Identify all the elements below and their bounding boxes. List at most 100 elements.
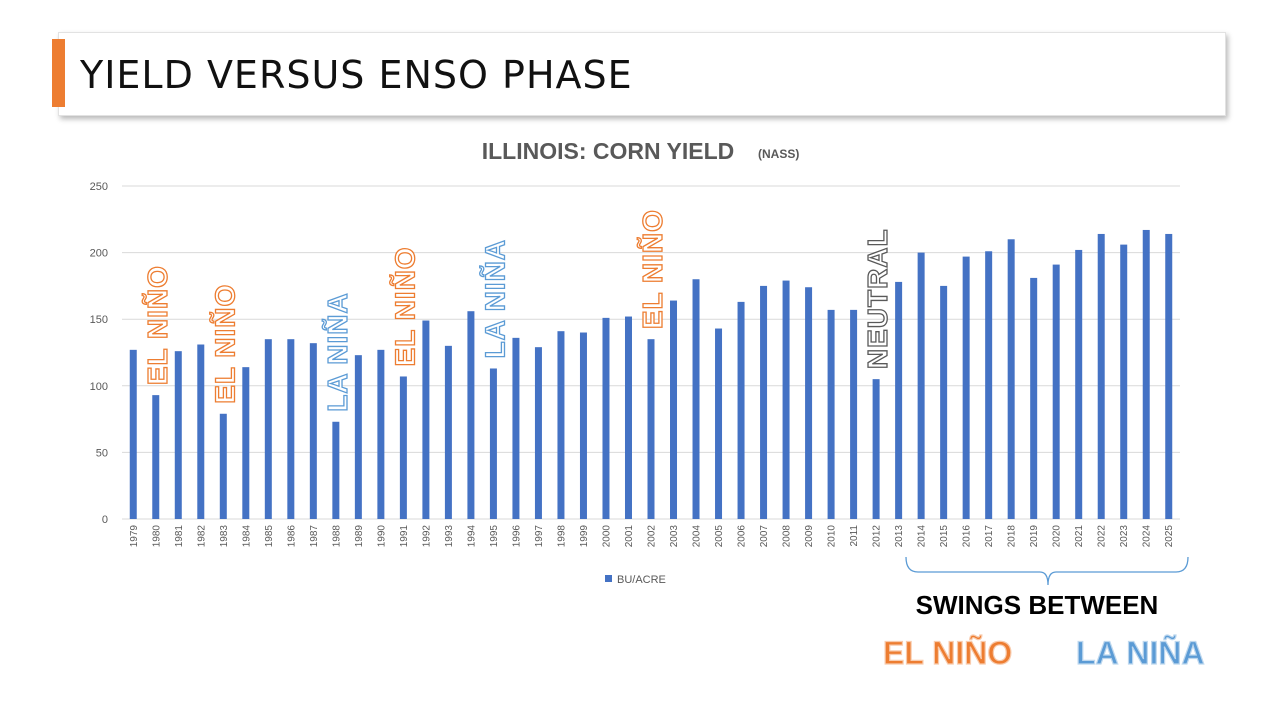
bar-2005 xyxy=(715,328,723,519)
x-tick-label: 1992 xyxy=(421,525,432,548)
x-tick-label: 2016 xyxy=(962,525,973,548)
x-tick-label: 2017 xyxy=(984,525,995,548)
legend-swatch xyxy=(605,575,612,582)
bar-2023 xyxy=(1120,244,1128,519)
bar-2006 xyxy=(737,301,745,519)
bar-2010 xyxy=(827,309,835,519)
x-tick-label: 1999 xyxy=(579,525,590,548)
x-tick-label: 2007 xyxy=(759,525,770,548)
y-tick-label: 100 xyxy=(90,381,108,393)
bar-1998 xyxy=(557,331,565,519)
x-tick-label: 2011 xyxy=(849,525,860,547)
x-tick-label: 2018 xyxy=(1007,525,1018,548)
x-tick-label: 1991 xyxy=(399,525,410,548)
bar-2013 xyxy=(895,281,903,519)
bar-2022 xyxy=(1097,233,1105,519)
bar-2011 xyxy=(850,309,858,519)
bar-2001 xyxy=(624,316,632,519)
bar-1988 xyxy=(332,421,340,519)
x-tick-label: 1981 xyxy=(174,525,185,548)
annotation-el-nino: EL NIÑO xyxy=(142,265,173,385)
bar-2007 xyxy=(760,285,768,519)
bar-1991 xyxy=(399,376,407,519)
bar-1986 xyxy=(287,339,295,519)
bar-2002 xyxy=(647,339,655,519)
slide-title: YIELD VERSUS ENSO PHASE xyxy=(80,53,633,97)
bar-1995 xyxy=(489,368,497,519)
bar-1979 xyxy=(129,349,137,519)
x-tick-label: 1997 xyxy=(534,525,545,548)
x-tick-label: 1984 xyxy=(241,525,252,548)
y-axis-ticks: 0 50 100 150 200 250 xyxy=(90,181,108,526)
y-tick-label: 250 xyxy=(90,181,108,193)
bar-2018 xyxy=(1007,239,1015,519)
bar-2000 xyxy=(602,317,610,519)
x-tick-label: 2005 xyxy=(714,525,725,548)
x-tick-label: 1993 xyxy=(444,525,455,548)
annotation-la-nina: LA NIÑA xyxy=(479,239,510,359)
enso-annotations: EL NIÑO EL NIÑO LA NIÑA EL NIÑO LA NIÑA EL NI… xyxy=(141,208,894,412)
y-tick-label: 0 xyxy=(102,514,108,526)
x-tick-label: 2021 xyxy=(1074,525,1085,548)
x-tick-label: 2024 xyxy=(1142,525,1153,548)
bar-1984 xyxy=(242,367,250,519)
y-tick-label: 200 xyxy=(90,248,108,260)
bar-2017 xyxy=(985,251,993,519)
annotation-el-nino: EL NIÑO xyxy=(209,284,240,404)
x-tick-label: 2004 xyxy=(692,525,703,548)
x-tick-label: 1985 xyxy=(264,525,275,548)
annotation-neutral: NEUTRAL xyxy=(862,228,893,369)
bar-1989 xyxy=(354,355,362,519)
chart-title: ILLINOIS: CORN YIELD xyxy=(482,138,735,164)
x-tick-label: 1986 xyxy=(286,525,297,548)
bar-2019 xyxy=(1030,277,1038,519)
bar-2015 xyxy=(940,285,948,519)
annotation-el-nino: EL NIÑO xyxy=(389,246,420,366)
y-tick-label: 50 xyxy=(96,447,108,459)
x-axis-ticks: 1979 1980 1981 1982 1983 1984 1985 1986 1987 1988… xyxy=(129,525,1175,548)
swings-bracket xyxy=(905,556,1189,586)
x-tick-label: 1990 xyxy=(376,525,387,548)
x-tick-label: 1979 xyxy=(129,525,140,548)
y-tick-label: 150 xyxy=(90,314,108,326)
x-tick-label: 1995 xyxy=(489,525,500,548)
x-tick-label: 1996 xyxy=(511,525,522,548)
bar-1985 xyxy=(264,339,272,519)
x-tick-label: 1982 xyxy=(196,525,207,548)
legend: BU/ACRE xyxy=(605,574,666,586)
x-tick-label: 2020 xyxy=(1052,525,1063,548)
gridlines xyxy=(122,185,1180,520)
x-tick-label: 1987 xyxy=(309,525,320,548)
bar-1997 xyxy=(534,347,542,519)
bar-1987 xyxy=(309,343,317,519)
annotation-el-nino: EL NIÑO xyxy=(637,209,668,329)
legend-label: BU/ACRE xyxy=(617,574,666,586)
x-tick-label: 1994 xyxy=(466,525,477,548)
x-tick-label: 2012 xyxy=(872,525,883,548)
bars xyxy=(129,229,1173,519)
bar-2009 xyxy=(805,287,813,519)
bar-1992 xyxy=(422,320,430,519)
swings-el-nino-label: EL NIÑO xyxy=(883,635,1012,671)
x-tick-label: 2010 xyxy=(827,525,838,548)
swings-label: SWINGS BETWEEN xyxy=(916,590,1159,620)
x-tick-label: 2000 xyxy=(601,525,612,548)
x-tick-label: 2009 xyxy=(804,525,815,548)
x-tick-label: 1988 xyxy=(331,525,342,548)
x-tick-label: 2023 xyxy=(1119,525,1130,548)
x-tick-label: 2002 xyxy=(647,525,658,548)
bar-2003 xyxy=(670,300,678,519)
x-tick-label: 1980 xyxy=(151,525,162,548)
bar-1983 xyxy=(219,413,227,519)
bar-1993 xyxy=(444,345,452,519)
x-tick-label: 2013 xyxy=(894,525,905,548)
title-box xyxy=(58,32,1226,116)
bar-2012 xyxy=(872,379,880,519)
x-tick-label: 1983 xyxy=(219,525,230,548)
bar-2020 xyxy=(1052,264,1060,519)
x-tick-label: 1989 xyxy=(354,525,365,548)
bar-1982 xyxy=(197,344,205,519)
chart-subtitle: (NASS) xyxy=(758,147,799,161)
x-tick-label: 2006 xyxy=(737,525,748,548)
